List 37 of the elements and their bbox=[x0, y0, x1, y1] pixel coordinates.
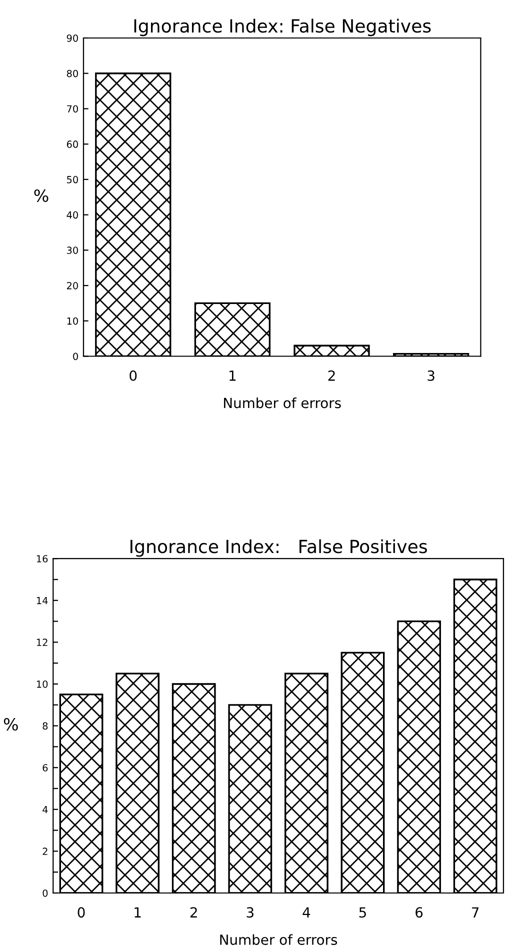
y-tick-label: 80 bbox=[66, 70, 78, 78]
chart-title: Ignorance Index: False Positives bbox=[130, 539, 427, 557]
y-tick-label: 8 bbox=[42, 722, 48, 730]
y-axis-title: % bbox=[34, 189, 48, 202]
y-tick-label: 12 bbox=[36, 638, 48, 646]
y-tick-label: 40 bbox=[66, 211, 78, 219]
y-tick-label: 16 bbox=[36, 555, 48, 562]
y-tick-label: 14 bbox=[36, 597, 48, 604]
y-tick-label: 50 bbox=[67, 176, 78, 184]
y-tick-label: 0 bbox=[42, 889, 48, 897]
x-axis-title: Number of errors bbox=[224, 397, 341, 408]
y-axis-title: % bbox=[4, 718, 18, 731]
x-tick-label: 0 bbox=[130, 370, 137, 381]
y-tick-label: 20 bbox=[66, 282, 78, 290]
x-tick-label: 3 bbox=[246, 907, 254, 918]
x-tick-label: 1 bbox=[134, 907, 141, 918]
y-tick-label: 70 bbox=[67, 105, 78, 113]
x-tick-label: 1 bbox=[230, 370, 236, 381]
y-tick-label: 90 bbox=[66, 34, 78, 42]
y-tick-label: 4 bbox=[42, 806, 48, 814]
y-tick-label: 0 bbox=[73, 352, 78, 360]
x-tick-label: 7 bbox=[472, 907, 479, 918]
chart-title: Ignorance Index: False Negatives bbox=[134, 18, 431, 36]
x-tick-label: 0 bbox=[78, 907, 85, 918]
x-tick-label: 6 bbox=[416, 907, 423, 918]
y-tick-label: 30 bbox=[67, 246, 78, 254]
x-tick-label: 5 bbox=[359, 907, 366, 918]
y-tick-label: 60 bbox=[66, 140, 78, 148]
x-tick-label: 4 bbox=[302, 907, 310, 918]
x-tick-label: 2 bbox=[328, 370, 335, 381]
y-tick-label: 6 bbox=[42, 764, 48, 772]
x-tick-label: 2 bbox=[190, 907, 197, 918]
x-axis-title: Number of errors bbox=[220, 934, 338, 945]
x-tick-label: 3 bbox=[428, 370, 434, 381]
y-tick-label: 10 bbox=[67, 317, 78, 325]
y-tick-label: 10 bbox=[36, 680, 48, 688]
y-tick-label: 2 bbox=[42, 848, 48, 855]
